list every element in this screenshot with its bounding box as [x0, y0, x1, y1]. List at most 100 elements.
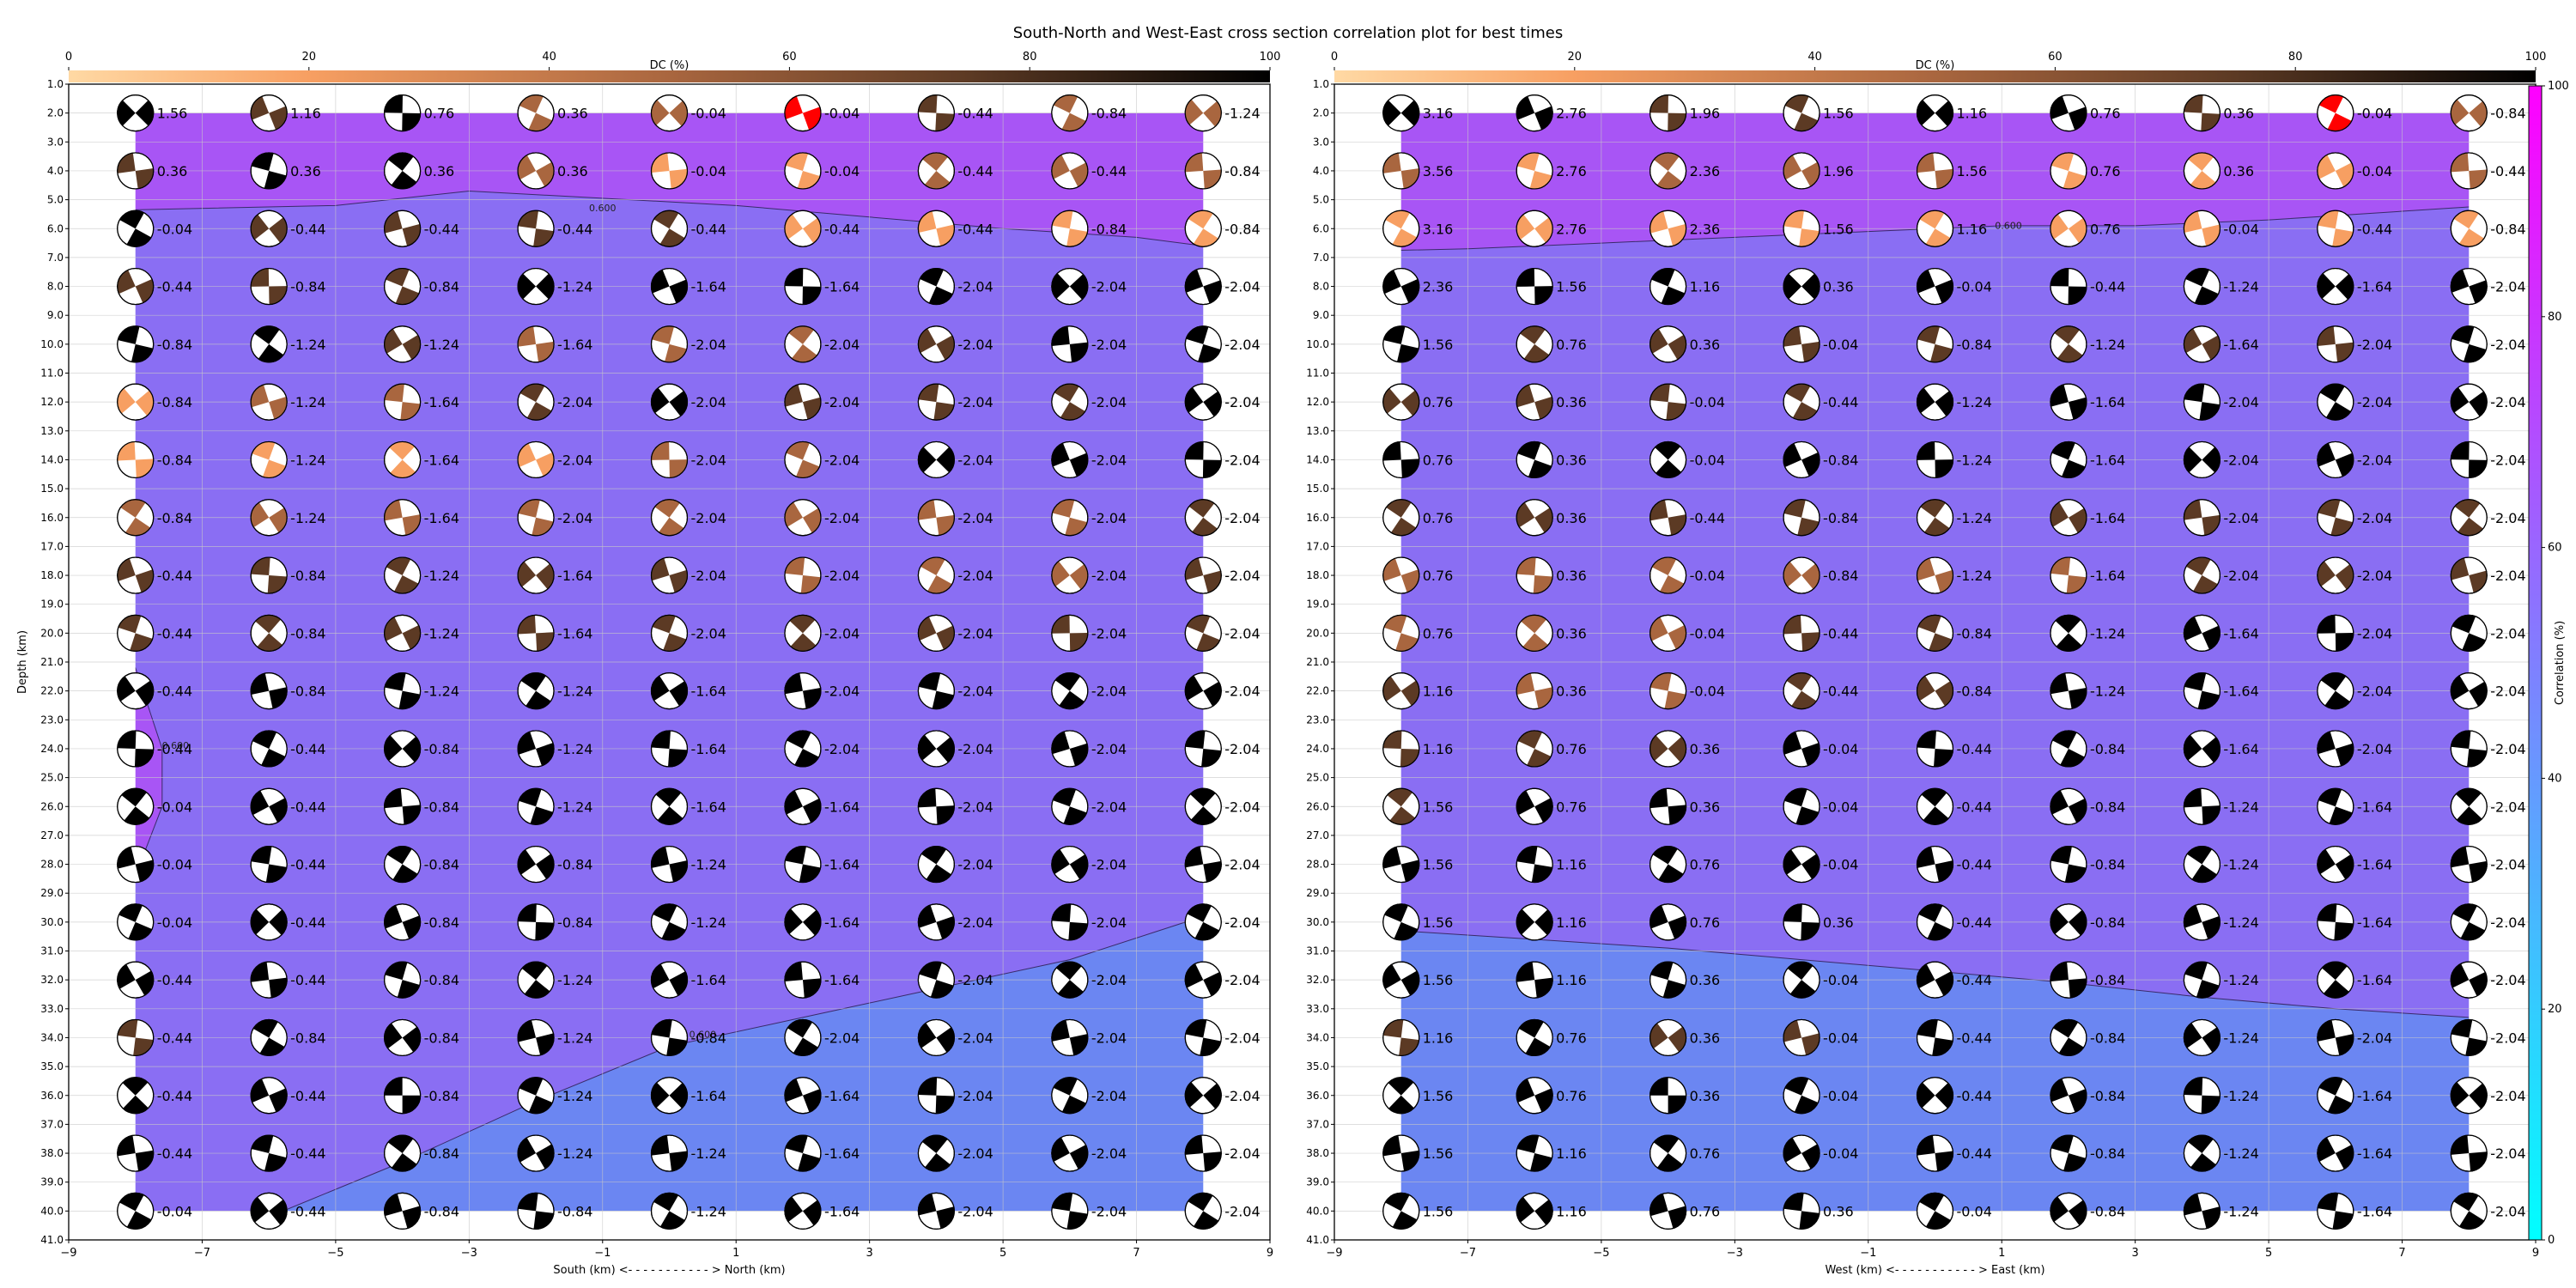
- beachball-outline: [1051, 845, 1089, 884]
- value-label: -2.04: [557, 452, 592, 468]
- beachball-quadrant: [2453, 210, 2479, 229]
- beachball: [517, 210, 555, 247]
- value-label: -1.64: [691, 279, 726, 295]
- dc-tick-label: 100: [1260, 51, 1281, 64]
- beachball-outline: [250, 152, 288, 190]
- value-label: -1.24: [557, 683, 592, 700]
- beachball-quadrant: [1801, 563, 1820, 590]
- value-label: -2.04: [1091, 857, 1127, 873]
- beachball: [2317, 556, 2354, 594]
- beachball-outline: [1649, 845, 1687, 884]
- beachball-quadrant: [1649, 735, 1668, 762]
- y-tick-label: 6.0: [1313, 222, 1329, 234]
- beachball-quadrant: [2050, 846, 2072, 865]
- beachball: [2450, 325, 2488, 363]
- beachball: [2450, 1192, 2488, 1230]
- beachball-outline: [650, 267, 689, 306]
- beachball-quadrant: [1392, 228, 1418, 247]
- beachball: [2450, 1134, 2488, 1172]
- beachball-outline: [517, 672, 555, 710]
- axis-ticks: 1.02.03.04.05.06.07.08.09.010.011.012.01…: [1306, 78, 2539, 1260]
- beachball-quadrant: [651, 963, 670, 989]
- beachball-quadrant: [402, 1095, 421, 1114]
- value-label: -0.04: [157, 1203, 192, 1219]
- beachball-quadrant: [669, 391, 688, 416]
- value-label: 1.16: [1556, 972, 1587, 988]
- beachball-quadrant: [384, 1077, 403, 1096]
- value-label: -2.04: [824, 394, 860, 410]
- beachball-quadrant: [2184, 788, 2202, 808]
- beachball-quadrant: [927, 575, 952, 594]
- beachball: [784, 325, 822, 363]
- y-tick-label: 23.0: [40, 714, 64, 726]
- value-label: -2.04: [1091, 799, 1127, 815]
- value-label: -2.04: [2490, 799, 2525, 815]
- beachball-quadrant: [1051, 442, 1070, 467]
- beachball-outline: [2183, 787, 2221, 825]
- beachball: [1382, 383, 1420, 421]
- value-label: -1.64: [2090, 568, 2125, 584]
- beachball: [517, 961, 555, 999]
- beachball-outline: [517, 903, 555, 941]
- beachball-quadrant: [1534, 687, 1553, 709]
- beachball-outline: [1516, 325, 1553, 363]
- beachball-quadrant: [1917, 387, 1935, 414]
- beachball-outline: [1783, 1192, 1820, 1230]
- beachball-outline: [1783, 1018, 1820, 1057]
- beachball-outline: [917, 1077, 955, 1115]
- value-label: -0.84: [557, 857, 592, 873]
- y-tick-label: 10.0: [40, 338, 64, 350]
- beachball-quadrant: [2468, 459, 2488, 478]
- beachball-outline: [2183, 1192, 2221, 1230]
- beachball: [517, 730, 555, 768]
- value-label: -2.04: [2490, 1203, 2525, 1219]
- beachball-quadrant: [533, 1211, 554, 1230]
- beachball-quadrant: [1185, 387, 1204, 413]
- x-tick-label: 1: [732, 1247, 739, 1260]
- beachball-quadrant: [2459, 1211, 2485, 1230]
- value-label: -0.84: [1224, 221, 1260, 237]
- beachball: [650, 152, 689, 190]
- beachball-quadrant: [1801, 854, 1820, 879]
- beachball-quadrant: [1921, 788, 1947, 807]
- beachball-quadrant: [2317, 1019, 2336, 1042]
- beachball-outline: [2183, 325, 2221, 363]
- y-tick-label: 21.0: [1306, 656, 1329, 668]
- value-label: 1.16: [290, 106, 321, 122]
- beachball-quadrant: [2469, 391, 2488, 417]
- beachball: [1649, 94, 1687, 132]
- value-label: -0.84: [1224, 163, 1260, 179]
- beachball-quadrant: [2451, 846, 2470, 868]
- value-label: -2.04: [1091, 452, 1127, 468]
- dc-colorbar: [1334, 70, 2536, 82]
- beachball: [2450, 1077, 2488, 1115]
- beachball-quadrant: [659, 228, 685, 247]
- beachball-quadrant: [120, 499, 146, 518]
- beachball-quadrant: [1516, 268, 1535, 287]
- value-label: -0.44: [1957, 799, 1992, 815]
- beachball-quadrant: [1061, 112, 1086, 131]
- y-tick-label: 14.0: [1306, 453, 1329, 465]
- beachball-outline: [250, 730, 288, 768]
- value-label: -2.04: [1091, 741, 1127, 757]
- value-label: 2.36: [1690, 221, 1721, 237]
- beachball-quadrant: [1066, 228, 1088, 247]
- value-label: 0.36: [1556, 510, 1587, 526]
- beachball-quadrant: [2202, 335, 2221, 361]
- beachball-outline: [1382, 499, 1420, 537]
- beachball: [517, 614, 555, 652]
- beachball-outline: [2183, 383, 2221, 421]
- beachball-quadrant: [135, 279, 154, 303]
- beachball: [384, 440, 422, 479]
- beachball-outline: [2317, 325, 2354, 363]
- beachball: [2183, 267, 2221, 306]
- beachball-quadrant: [654, 499, 680, 518]
- value-label: -1.24: [290, 394, 325, 410]
- y-tick-label: 35.0: [40, 1060, 64, 1072]
- beachball: [1516, 614, 1553, 652]
- value-label: 0.36: [1556, 394, 1587, 410]
- beachball-outline: [650, 787, 689, 825]
- beachball: [1382, 730, 1420, 768]
- beachball-outline: [2050, 672, 2087, 710]
- beachball: [1649, 325, 1687, 363]
